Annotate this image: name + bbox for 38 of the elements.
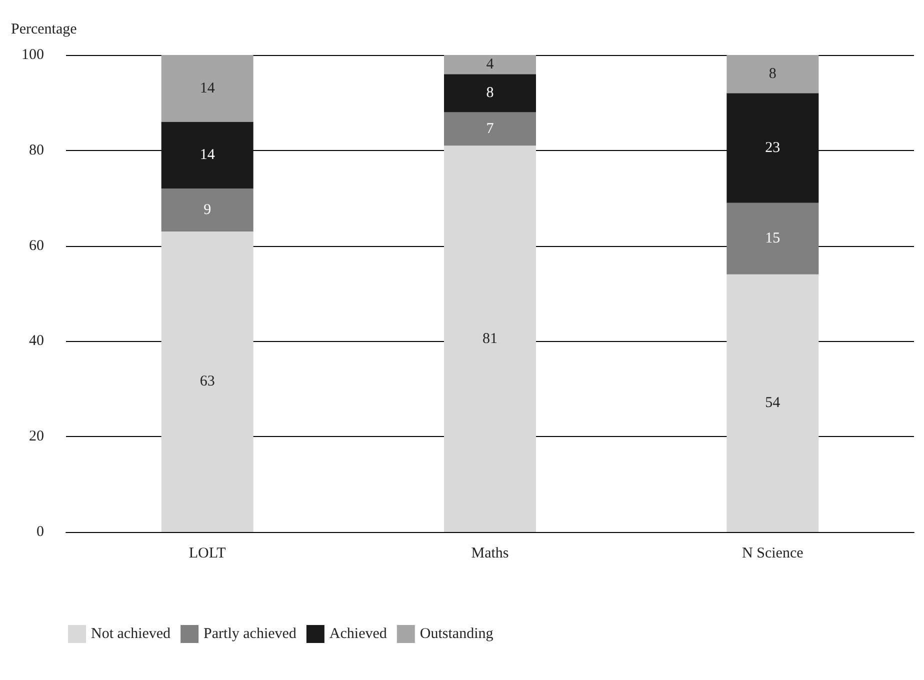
data-label: 81 xyxy=(482,330,498,347)
x-tick-label: LOLT xyxy=(188,546,226,562)
data-label: 8 xyxy=(486,85,494,102)
legend-label: Not achieved xyxy=(91,626,172,642)
data-label: 7 xyxy=(486,120,494,137)
y-tick-label: 40 xyxy=(29,333,44,350)
y-tick-label: 80 xyxy=(29,142,44,158)
data-label: 9 xyxy=(204,202,212,218)
data-label: 63 xyxy=(200,374,215,390)
bar xyxy=(726,274,819,532)
bar xyxy=(161,231,254,532)
data-label: 4 xyxy=(486,56,494,73)
bar xyxy=(726,93,819,203)
legend-label: Partly achieved xyxy=(204,626,297,642)
y-tick-label: 20 xyxy=(29,428,44,445)
bar xyxy=(726,55,819,94)
bar xyxy=(161,188,254,232)
legend-label: Achieved xyxy=(329,626,388,642)
data-label: 15 xyxy=(765,230,780,247)
legend-label: Outstanding xyxy=(420,626,494,642)
bar xyxy=(161,122,254,189)
bar xyxy=(161,55,254,122)
data-label: 54 xyxy=(765,395,781,412)
data-label: 23 xyxy=(765,140,780,156)
data-label: 14 xyxy=(200,147,216,164)
y-tick-label: 60 xyxy=(29,238,44,254)
bar xyxy=(444,112,536,146)
bar xyxy=(444,55,536,74)
y-tick-label: 0 xyxy=(36,524,44,540)
bar xyxy=(444,74,536,112)
x-tick-label: Maths xyxy=(471,546,509,562)
y-tick-label: 100 xyxy=(22,47,44,63)
bar xyxy=(444,146,536,532)
bar xyxy=(726,202,819,274)
data-label: 8 xyxy=(768,66,776,82)
y-axis-title: Percentage xyxy=(11,22,78,38)
data-label: 14 xyxy=(200,80,216,96)
x-tick-label: N Science xyxy=(742,546,804,562)
